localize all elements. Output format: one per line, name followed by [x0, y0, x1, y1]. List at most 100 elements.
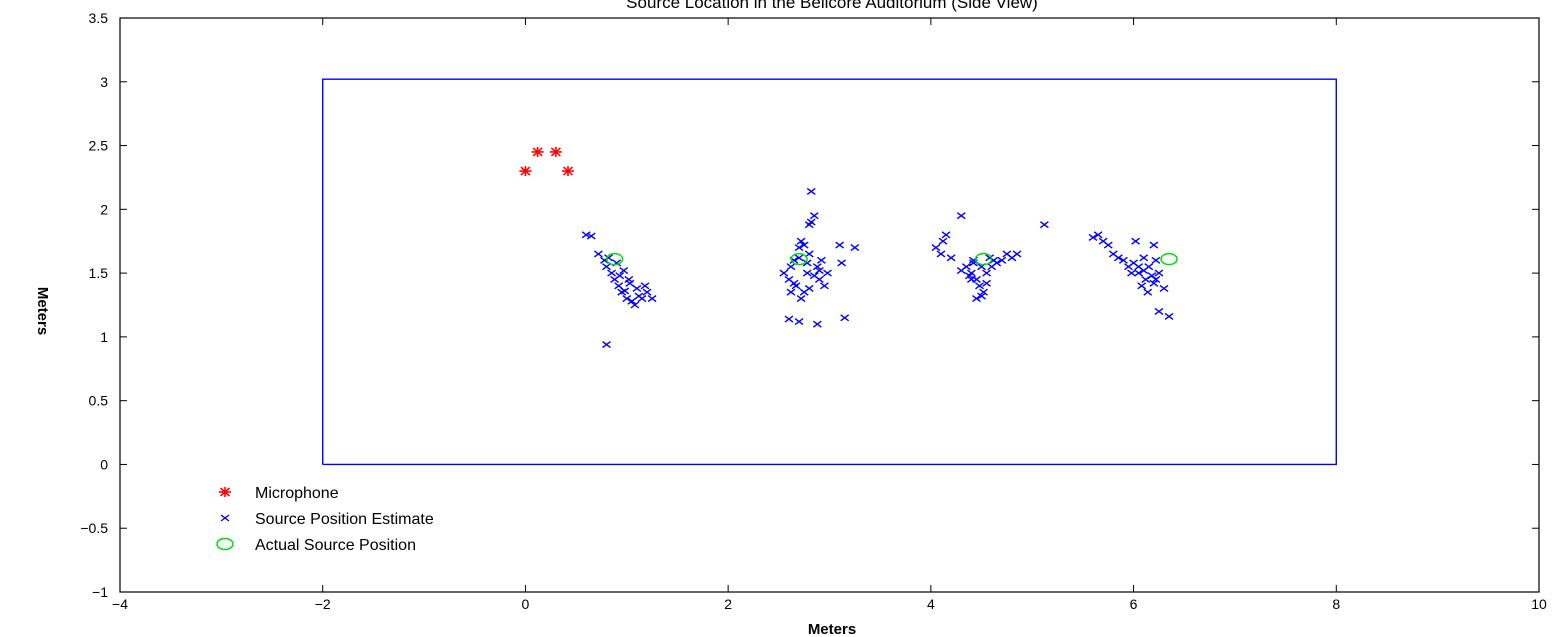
marker-stroke — [1093, 231, 1103, 239]
estimate-point — [593, 250, 603, 258]
estimate-point — [1164, 312, 1174, 321]
estimate-point — [794, 318, 804, 326]
marker-stroke — [789, 256, 799, 264]
marker-stroke — [1147, 272, 1157, 280]
marker-stroke — [1149, 241, 1159, 249]
marker-stroke — [964, 272, 974, 280]
marker-stroke — [619, 266, 629, 275]
marker-stroke — [593, 250, 603, 258]
marker-stroke — [804, 284, 814, 292]
marker-stroke — [1103, 241, 1113, 249]
estimate-point — [789, 279, 799, 287]
estimate-point — [647, 295, 657, 303]
x-tick-label: 0 — [522, 596, 530, 612]
marker-stroke — [1113, 254, 1123, 262]
estimate-point — [1151, 275, 1161, 284]
estimate-point — [604, 254, 613, 262]
estimate-point — [982, 269, 992, 277]
estimate-point — [794, 254, 804, 262]
estimate-point — [979, 288, 988, 296]
legend-entry-label: Actual Source Position — [255, 537, 416, 554]
estimate-point — [637, 295, 647, 303]
estimate-point — [1149, 279, 1159, 287]
actual-source-point — [1160, 252, 1178, 266]
marker-stroke — [779, 269, 789, 277]
marker-stroke — [784, 315, 794, 323]
marker-stroke — [1134, 263, 1144, 271]
estimate-point — [982, 279, 992, 287]
estimate-point — [820, 282, 829, 290]
estimate-point — [799, 241, 809, 249]
marker-stroke — [1154, 307, 1164, 315]
estimate-point — [632, 284, 642, 292]
marker-stroke — [814, 266, 824, 275]
y-tick-label: 1.5 — [89, 265, 109, 281]
marker-stroke — [966, 275, 976, 284]
estimate-point — [837, 259, 847, 267]
y-tick-label: 1 — [100, 329, 108, 345]
marker-stroke — [789, 279, 799, 287]
marker-stroke — [816, 256, 826, 264]
marker-stroke — [794, 318, 804, 326]
marker-stroke — [604, 254, 613, 262]
y-tick-label: 3.5 — [89, 10, 109, 26]
marker-stroke — [806, 218, 816, 226]
chart-title: Source Location in the Bellcore Auditori… — [626, 0, 1038, 12]
estimate-point — [796, 237, 806, 245]
marker-stroke — [1129, 259, 1138, 267]
estimate-point — [625, 279, 635, 287]
marker-stroke — [220, 514, 230, 522]
marker-stroke — [802, 269, 812, 277]
marker-stroke — [802, 259, 812, 267]
x-tick-label: 8 — [1332, 596, 1340, 612]
estimate-point — [620, 287, 630, 295]
marker-stroke — [642, 288, 652, 296]
marker-stroke — [837, 259, 847, 267]
legend-marker — [220, 514, 230, 522]
estimate-point — [1103, 241, 1113, 249]
estimate-point — [956, 212, 966, 220]
microphone-point — [519, 166, 532, 177]
marker-stroke — [936, 250, 946, 258]
estimate-point — [812, 320, 822, 328]
marker-stroke — [814, 275, 824, 284]
estimate-point — [956, 266, 966, 275]
y-tick-label: 0.5 — [89, 393, 109, 409]
marker-stroke — [946, 254, 956, 262]
estimate-point — [622, 295, 632, 303]
marker-stroke — [1108, 250, 1118, 258]
estimate-point — [1134, 269, 1144, 277]
estimate-point — [794, 244, 804, 252]
actual-source-point — [790, 252, 808, 266]
marker-stroke — [607, 269, 617, 277]
estimate-point — [1143, 288, 1153, 296]
marker-stroke — [979, 288, 988, 296]
estimate-point — [823, 269, 832, 277]
x-tick-label: 10 — [1531, 596, 1547, 612]
marker-stroke — [1144, 263, 1154, 271]
marker-stroke — [630, 301, 640, 309]
marker-stroke — [1002, 250, 1012, 258]
estimate-point — [804, 284, 814, 292]
marker-stroke — [796, 237, 806, 245]
marker-stroke — [602, 263, 611, 271]
estimate-point — [809, 212, 819, 220]
marker-stroke — [640, 282, 650, 290]
marker-stroke — [972, 295, 981, 303]
estimate-point — [1144, 263, 1154, 271]
estimate-point — [602, 263, 611, 271]
marker-stroke — [997, 256, 1007, 264]
estimate-point — [581, 231, 591, 239]
legend-marker — [219, 487, 231, 497]
y-tick-label: 3 — [100, 74, 108, 90]
marker-stroke — [1154, 269, 1164, 277]
marker-stroke — [850, 244, 860, 252]
estimate-point — [1039, 221, 1049, 229]
estimate-point — [627, 297, 637, 305]
marker-stroke — [1137, 282, 1147, 290]
marker-stroke — [620, 287, 630, 295]
estimate-point — [806, 218, 816, 226]
marker-stroke — [581, 231, 591, 239]
estimate-point — [607, 269, 617, 277]
estimate-point — [975, 282, 984, 290]
